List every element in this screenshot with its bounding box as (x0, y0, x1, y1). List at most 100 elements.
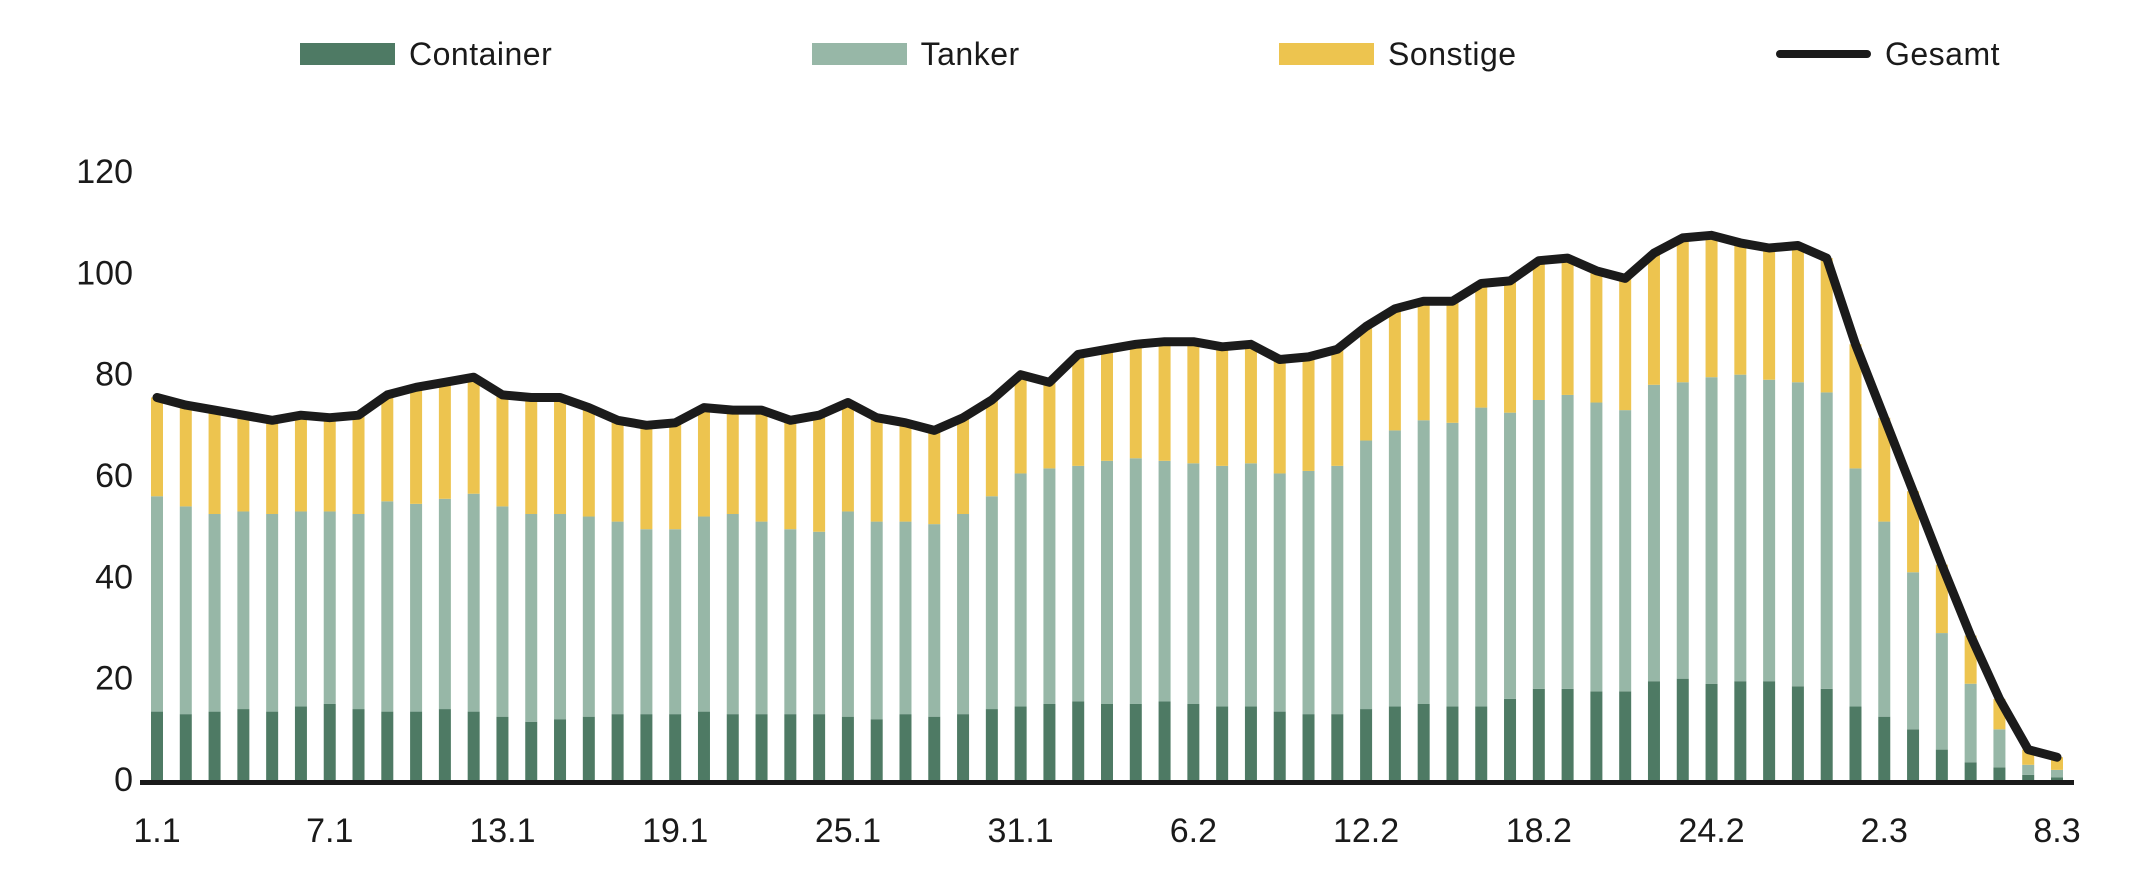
x-axis-tick-label: 25.1 (815, 812, 881, 850)
bar-segment-container (1475, 706, 1488, 780)
bar-segment-sonstige (1101, 349, 1113, 461)
bar-segment-sonstige (1331, 349, 1344, 466)
bar-segment-tanker (1302, 470, 1315, 715)
bar-segment-sonstige (1647, 253, 1660, 385)
bar-segment-sonstige (1446, 301, 1459, 423)
bar-segment-sonstige (1734, 242, 1747, 375)
bar-segment-sonstige (1388, 308, 1401, 431)
bar-segment-tanker (525, 514, 538, 722)
bar-segment-container (554, 719, 567, 780)
bar-segment-tanker (1590, 402, 1603, 692)
bar-segment-container (1388, 706, 1401, 780)
bar-segment-tanker (697, 516, 710, 712)
bar-segment-container (1504, 698, 1517, 780)
bar-segment-tanker (438, 498, 451, 710)
gesamt-line-swatch (1775, 50, 1871, 58)
bar-segment-container (1158, 701, 1171, 780)
bar-segment-tanker (151, 496, 163, 712)
bar-segment-container (1216, 706, 1229, 780)
x-axis-tick-label: 2.3 (1861, 812, 1908, 850)
legend-item-sonstige: Sonstige (1279, 36, 1517, 73)
bar-segment-sonstige (1561, 258, 1574, 395)
bar-segment-sonstige (1417, 301, 1430, 421)
bar-segment-container (1964, 762, 1977, 780)
bar-segment-sonstige (1907, 491, 1920, 573)
bar-segment-container (1935, 749, 1948, 780)
bar-segment-tanker (1964, 683, 1977, 763)
bar-segment-container (1820, 688, 1833, 780)
bar-segment-sonstige (1878, 417, 1891, 522)
bar-segment-tanker (841, 511, 854, 717)
bar-segment-sonstige (669, 422, 682, 530)
bar-segment-tanker (1388, 430, 1401, 707)
bar-segment-container (1878, 716, 1891, 780)
bar-segment-sonstige (1302, 356, 1315, 471)
bar-segment-sonstige (697, 407, 710, 517)
bar-segment-tanker (928, 524, 941, 717)
bar-segment-container (1187, 704, 1200, 780)
bar-segment-tanker (1014, 473, 1027, 707)
bar-segment-tanker (1935, 633, 1948, 750)
bar-segment-container (669, 714, 682, 780)
legend: Container Tanker Sonstige Gesamt (300, 32, 2000, 76)
bar-segment-sonstige (755, 410, 768, 522)
bar-segment-tanker (1849, 468, 1862, 707)
bar-segment-container (438, 709, 451, 780)
bar-segment-sonstige (1072, 354, 1085, 466)
bar-segment-sonstige (1273, 359, 1286, 474)
bar-segment-tanker (179, 506, 192, 715)
y-axis-tick-label: 40 (95, 558, 133, 596)
bar-segment-container (1734, 681, 1747, 780)
bar-segment-sonstige (1532, 260, 1545, 400)
bar-segment-tanker (726, 514, 739, 715)
bar-segment-tanker (1878, 521, 1891, 717)
bar-segment-container (151, 711, 163, 780)
bar-segment-tanker (784, 529, 797, 715)
bar-segment-tanker (1561, 394, 1574, 689)
tanker-swatch (811, 43, 907, 65)
bar-segment-tanker (410, 503, 423, 712)
bar-segment-tanker (554, 514, 567, 720)
bar-segment-tanker (1676, 382, 1689, 679)
bar-segment-sonstige (151, 397, 163, 497)
x-axis-tick-label: 31.1 (988, 812, 1054, 850)
x-axis-tick-label: 19.1 (642, 812, 708, 850)
bar-segment-tanker (1820, 392, 1833, 689)
bar-segment-tanker (957, 514, 970, 715)
container-swatch (300, 43, 395, 65)
bar-segment-sonstige (1791, 245, 1804, 383)
bar-segment-tanker (1907, 572, 1920, 730)
bar-segment-container (784, 714, 797, 780)
bar-segment-sonstige (294, 415, 307, 512)
y-axis: 0 20 40 60 80 100 120 (76, 153, 133, 799)
bar-segment-sonstige (1187, 341, 1200, 464)
bar-segment-container (1590, 691, 1603, 780)
legend-label-sonstige: Sonstige (1388, 35, 1517, 72)
bar-segment-sonstige (640, 425, 653, 530)
bar-segment-container (697, 711, 710, 780)
bar-segment-sonstige (1043, 382, 1056, 469)
bar-segment-tanker (1244, 463, 1257, 707)
bar-segment-sonstige (813, 415, 826, 532)
bar-segment-sonstige (1763, 248, 1776, 380)
bar-segment-tanker (323, 511, 336, 704)
bar-segment-container (1043, 704, 1056, 780)
bar-segment-tanker (2022, 764, 2035, 775)
bar-segment-sonstige (1820, 258, 1833, 393)
bar-segment-tanker (1216, 465, 1229, 707)
bar-segment-tanker (1705, 377, 1718, 684)
bar-segment-sonstige (1014, 374, 1027, 474)
bar-segment-sonstige (237, 415, 250, 512)
bar-segment-container (582, 716, 595, 780)
bar-segment-container (640, 714, 653, 780)
bar-segment-sonstige (1849, 344, 1862, 469)
bar-segment-tanker (352, 514, 365, 710)
bar-segment-tanker (1446, 422, 1459, 707)
bar-segment-sonstige (784, 420, 797, 530)
bar-segment-tanker (813, 531, 826, 715)
bar-segment-tanker (755, 521, 768, 715)
bar-segment-container (352, 709, 365, 780)
bar-segment-sonstige (179, 405, 192, 507)
legend-label-container: Container (409, 35, 553, 72)
x-axis: 1.1 7.1 13.1 19.1 25.1 31.1 6.2 12.2 18.2 24.2 2.3… (133, 812, 2080, 850)
